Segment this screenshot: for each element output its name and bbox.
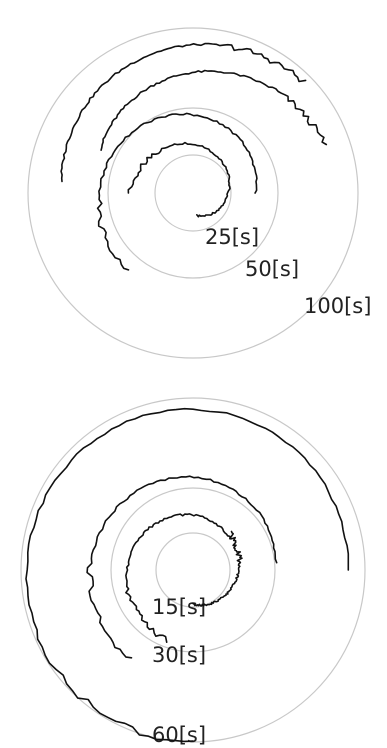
radial-ring-label: 25[s] — [205, 225, 259, 249]
radial-ring-label: 15[s] — [152, 595, 206, 619]
radial-ring-25 — [154, 154, 232, 232]
radial-ring-label: 30[s] — [152, 643, 206, 667]
trajectory-trace-1 — [127, 141, 231, 218]
radial-ring-60 — [20, 397, 366, 743]
trajectory-trace-1 — [192, 530, 243, 607]
radial-ring-30 — [110, 487, 276, 653]
polar-chart-bottom: 15[s] 30[s] 60[s] — [20, 397, 366, 747]
radial-ring-100 — [27, 27, 359, 359]
radial-ring-15 — [155, 532, 231, 608]
radial-ring-label: 100[s] — [304, 294, 371, 318]
radial-ring-label: 50[s] — [245, 257, 299, 281]
trajectory-trace-3 — [100, 69, 328, 151]
trajectory-trace-3 — [86, 475, 278, 659]
trajectory-trace-2 — [96, 112, 258, 271]
trajectory-trace-2 — [125, 513, 231, 643]
trajectory-trace-4 — [25, 407, 350, 743]
radial-ring-label: 60[s] — [152, 723, 206, 747]
trajectory-trace-4 — [60, 42, 307, 183]
polar-chart-top: 25[s] 50[s]100[s] — [27, 27, 371, 359]
radial-ring-50 — [107, 107, 279, 279]
